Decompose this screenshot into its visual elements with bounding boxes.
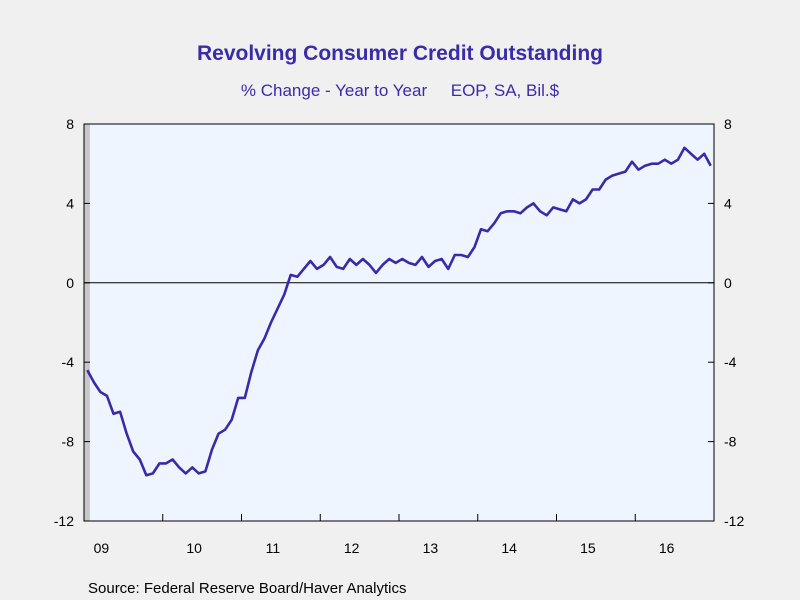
series-line [86,146,712,477]
plot-area [83,123,715,522]
y-tick-label-left: 4 [66,195,74,211]
x-tick-label: 14 [501,540,517,556]
y-tick-label-left: -4 [62,354,75,370]
y-tick-label-right: -4 [724,354,737,370]
recession-shading [84,124,90,521]
y-tick-label-left: 8 [66,116,74,132]
x-tick-label: 16 [659,540,675,556]
y-tick-label-left: 0 [66,275,74,291]
recession-bar [84,124,90,521]
x-tick-label: 10 [186,540,202,556]
x-axis: 09 10 11 12 13 14 15 16 [94,514,675,556]
x-tick-label: 15 [580,540,596,556]
x-tick-label: 11 [266,540,281,556]
y-tick-label-right: 8 [724,116,732,132]
y-tick-label-right: 4 [724,195,732,211]
x-tick-label: 13 [423,540,439,556]
y-tick-label-right: -12 [724,513,744,529]
plot-border [83,123,715,522]
x-tick-label: 12 [344,540,360,556]
chart-subtitle: % Change - Year to Year EOP, SA, Bil.$ [241,81,560,100]
x-tick-label: 09 [94,540,110,556]
y-tick-label-right: -8 [724,434,737,450]
y-tick-label-right: 0 [724,275,732,291]
y-tick-label-left: -8 [62,434,75,450]
chart-title: Revolving Consumer Credit Outstanding [197,42,603,65]
chart-source: Source: Federal Reserve Board/Haver Anal… [88,580,406,597]
y-tick-label-left: -12 [54,513,74,529]
